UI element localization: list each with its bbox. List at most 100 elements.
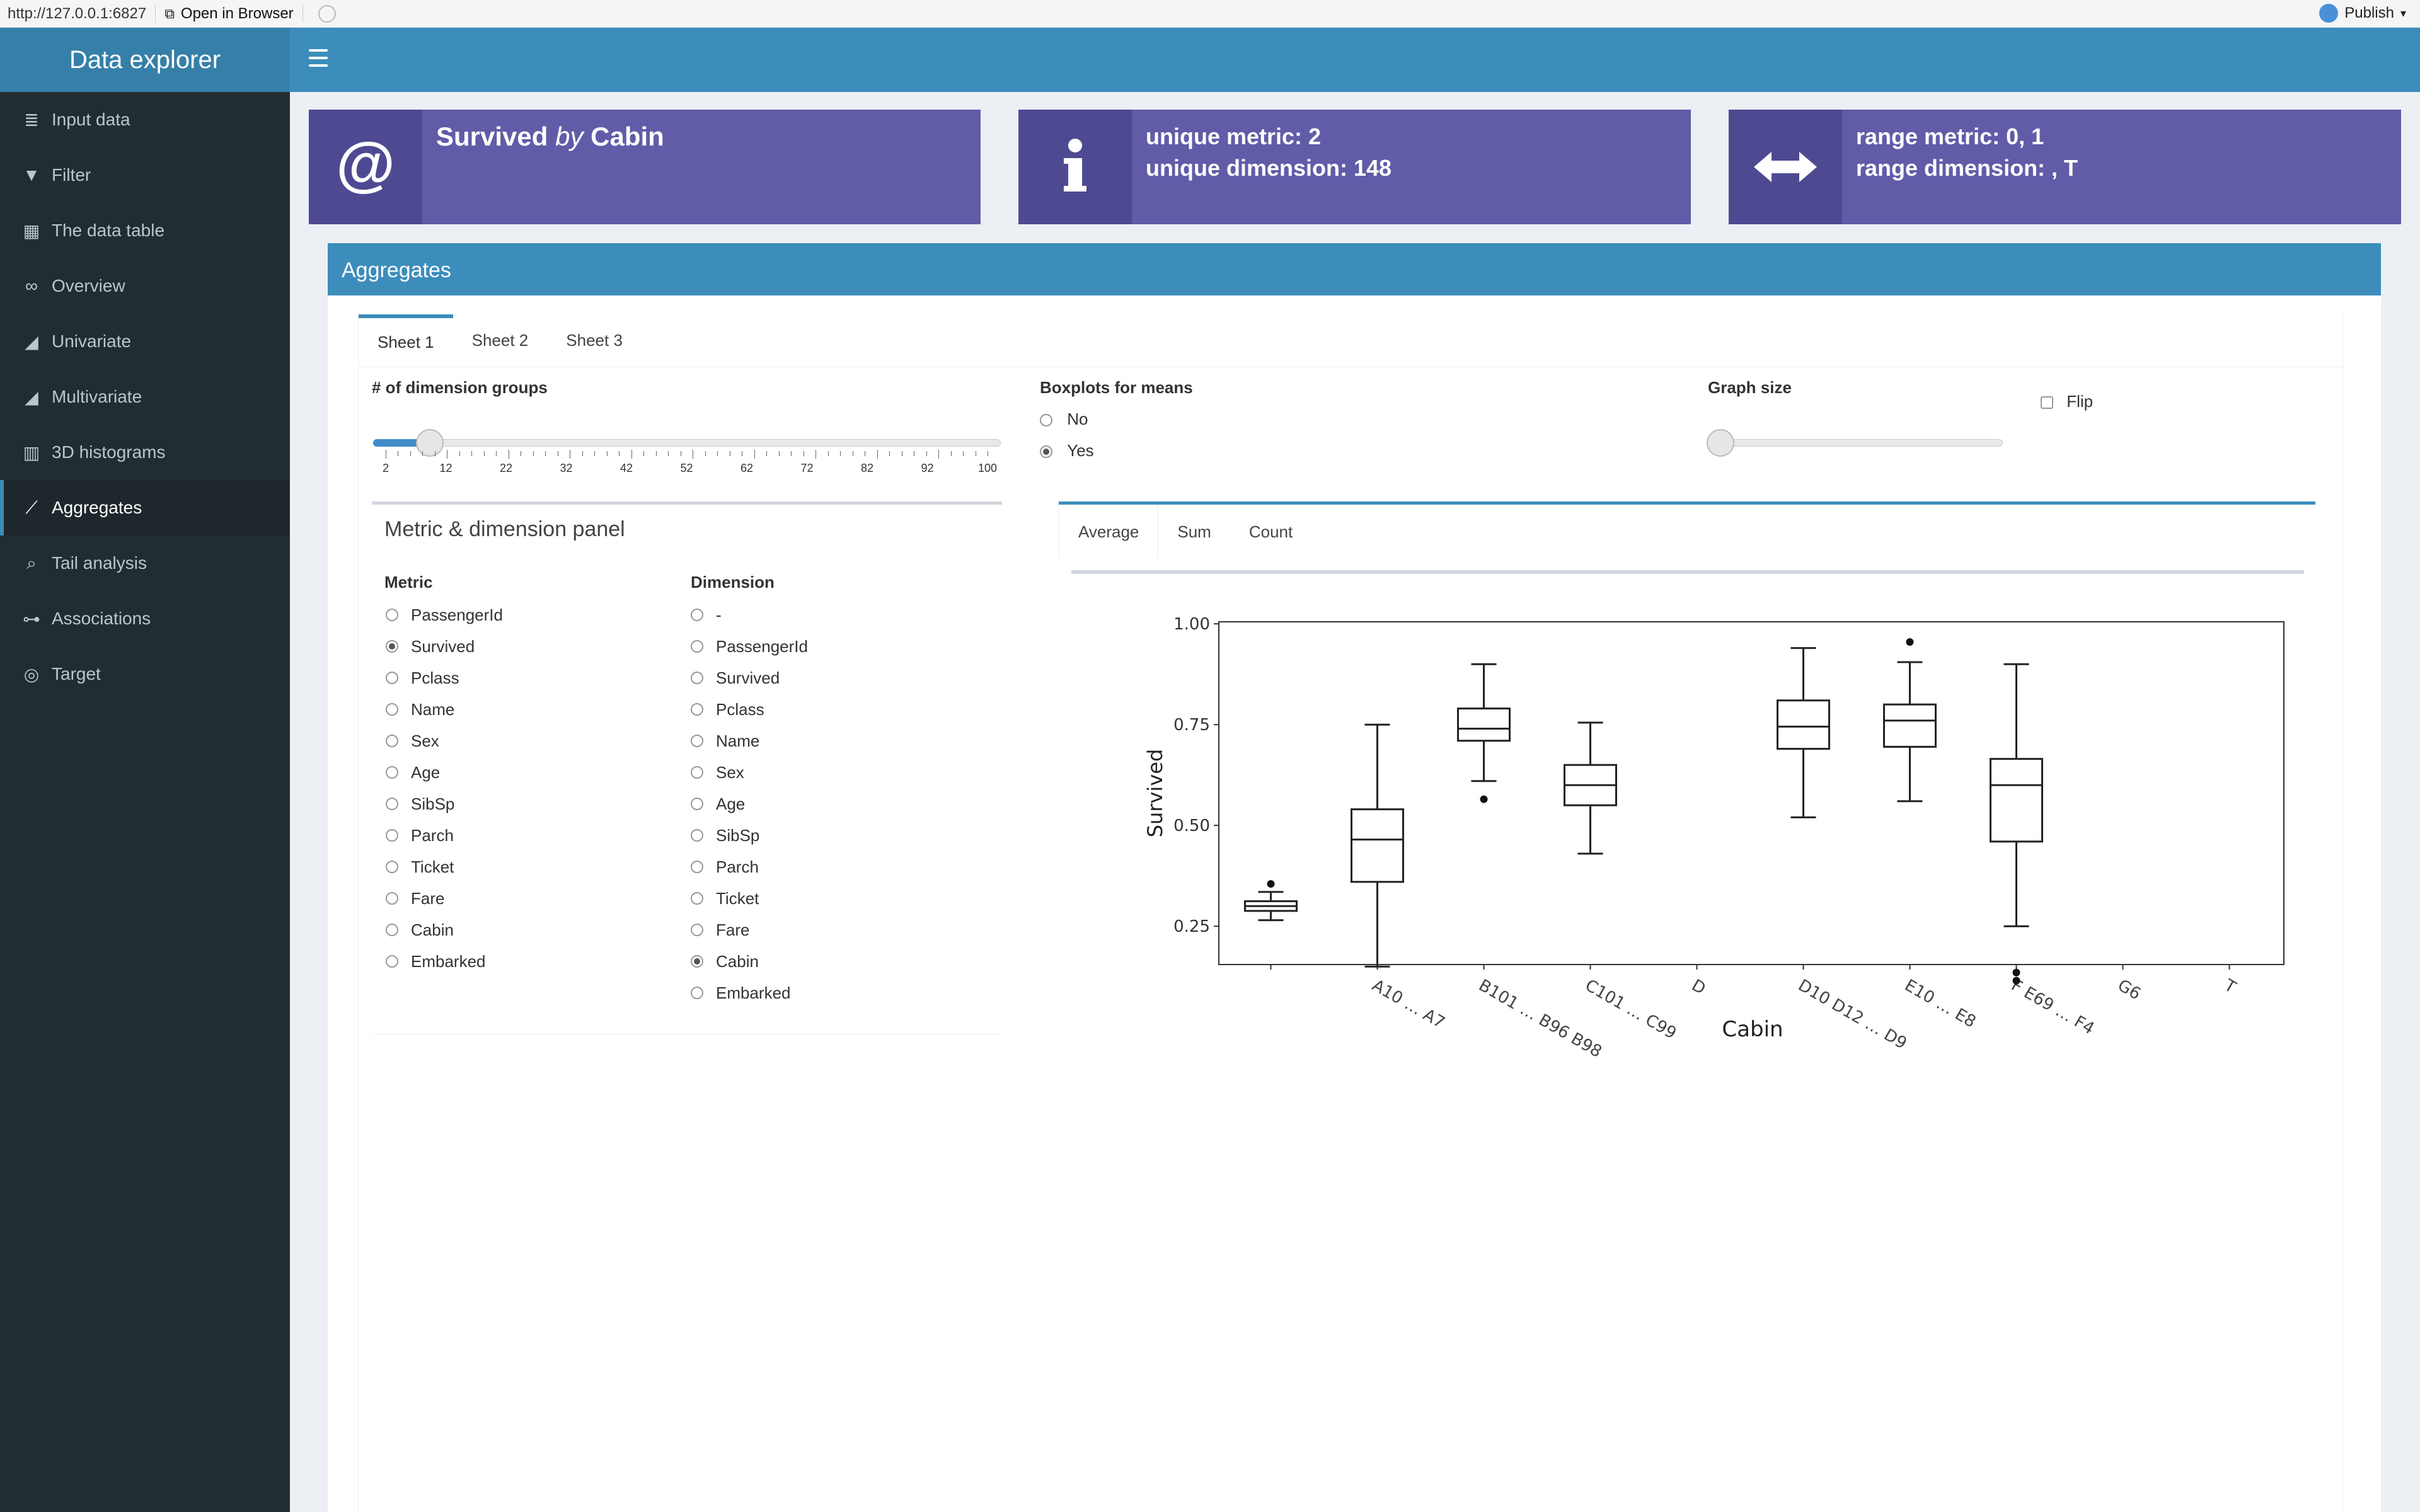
dimension-option[interactable]: Age: [691, 788, 808, 820]
sheet-tabs: Sheet 1 Sheet 2 Sheet 3: [359, 314, 2342, 367]
metric-option[interactable]: PassengerId: [386, 599, 503, 631]
dimension-groups-slider-handle[interactable]: [416, 429, 444, 457]
metric-radio[interactable]: [386, 829, 398, 842]
tab-sheet-1[interactable]: Sheet 1: [359, 314, 453, 367]
slider-tick: [926, 451, 927, 456]
dimension-radio[interactable]: [691, 829, 703, 842]
metric-radio[interactable]: [386, 640, 398, 653]
boxplots-no-radio[interactable]: [1040, 414, 1052, 427]
dimension-option[interactable]: -: [691, 599, 808, 631]
sidebar-item-associations[interactable]: ⊶ Associations: [0, 591, 290, 646]
dimension-radio[interactable]: [691, 955, 703, 968]
metric-option[interactable]: Name: [386, 694, 503, 725]
sidebar-item-tail-analysis[interactable]: ⌕ Tail analysis: [0, 536, 290, 591]
dimension-radio[interactable]: [691, 861, 703, 873]
dimension-option[interactable]: Pclass: [691, 694, 808, 725]
dimension-radio[interactable]: [691, 766, 703, 779]
refresh-icon[interactable]: [318, 4, 336, 23]
metric-radio[interactable]: [386, 892, 398, 905]
sidebar-item-overview[interactable]: ∞ Overview: [0, 258, 290, 314]
metric-radio[interactable]: [386, 861, 398, 873]
slider-tick: [582, 451, 583, 456]
graph-size-slider-track[interactable]: [1709, 439, 2003, 447]
metric-option[interactable]: Ticket: [386, 851, 503, 883]
metric-option[interactable]: Cabin: [386, 914, 503, 946]
metric-option[interactable]: Sex: [386, 725, 503, 757]
dimension-option[interactable]: PassengerId: [691, 631, 808, 662]
open-in-browser-button[interactable]: ⧉ Open in Browser: [164, 5, 293, 23]
metric-option[interactable]: Survived: [386, 631, 503, 662]
dimension-label: Age: [716, 794, 746, 813]
aggregates-body: Sheet 1 Sheet 2 Sheet 3: [358, 314, 2343, 1512]
bar-chart-icon: ▥: [23, 442, 40, 462]
dimension-option[interactable]: Name: [691, 725, 808, 757]
dimension-option[interactable]: Sex: [691, 757, 808, 788]
sidebar-item-input-data[interactable]: ≣ Input data: [0, 92, 290, 147]
dimension-radio[interactable]: [691, 987, 703, 999]
dimension-radio[interactable]: [691, 798, 703, 810]
sidebar-item-the-data-table[interactable]: ▦ The data table: [0, 203, 290, 258]
metric-radio[interactable]: [386, 672, 398, 684]
sidebar-item-label: Univariate: [52, 331, 132, 351]
metric-radio[interactable]: [386, 798, 398, 810]
metric-radio-list: PassengerId Survived Pclass Name Sex Age SibSp…: [386, 599, 503, 977]
tab-sheet-3[interactable]: Sheet 3: [566, 331, 623, 350]
dimension-radio[interactable]: [691, 703, 703, 716]
metric-radio[interactable]: [386, 766, 398, 779]
flip-checkbox[interactable]: [2041, 396, 2053, 410]
info-icon: [1018, 110, 1132, 224]
metric-radio[interactable]: [386, 703, 398, 716]
dimension-option[interactable]: Fare: [691, 914, 808, 946]
flip-option[interactable]: Flip: [2041, 392, 2093, 411]
dimension-radio[interactable]: [691, 640, 703, 653]
metric-radio[interactable]: [386, 735, 398, 747]
dimension-radio[interactable]: [691, 735, 703, 747]
dimension-option[interactable]: Embarked: [691, 977, 808, 1009]
dimension-option[interactable]: Ticket: [691, 883, 808, 914]
publish-label: Publish: [2344, 4, 2394, 21]
sidebar-item-aggregates[interactable]: ⟋ Aggregates: [0, 480, 290, 536]
tab-average[interactable]: Average: [1059, 505, 1159, 559]
sidebar-toggle-icon[interactable]: [309, 49, 328, 67]
flip-label: Flip: [2066, 392, 2094, 411]
search-icon: ⌕: [26, 553, 37, 573]
sidebar-item-3d-histograms[interactable]: ▥ 3D histograms: [0, 425, 290, 480]
dimension-radio[interactable]: [691, 924, 703, 936]
dimension-radio[interactable]: [691, 672, 703, 684]
url-text[interactable]: http://127.0.0.1:6827: [8, 4, 147, 22]
x-tick-label: E10 … E8: [1901, 976, 1979, 1031]
boxplots-yes-option[interactable]: Yes: [1040, 441, 1094, 461]
dimension-radio[interactable]: [691, 609, 703, 621]
sidebar-item-univariate[interactable]: ◢ Univariate: [0, 314, 290, 369]
sidebar-item-label: 3D histograms: [52, 442, 166, 462]
publish-button[interactable]: Publish ▾: [2319, 4, 2406, 23]
metric-option[interactable]: Embarked: [386, 946, 503, 977]
slider-tick: [963, 451, 964, 456]
dimension-radio[interactable]: [691, 892, 703, 905]
boxplots-no-option[interactable]: No: [1040, 410, 1088, 429]
sidebar-item-multivariate[interactable]: ◢ Multivariate: [0, 369, 290, 425]
metric-radio[interactable]: [386, 924, 398, 936]
tab-count[interactable]: Count: [1248, 522, 1293, 541]
dimension-label: PassengerId: [716, 636, 808, 656]
boxplots-yes-radio[interactable]: [1040, 445, 1052, 459]
dimension-option[interactable]: Cabin: [691, 946, 808, 977]
metric-option[interactable]: Pclass: [386, 662, 503, 694]
dimension-option[interactable]: Survived: [691, 662, 808, 694]
metric-option[interactable]: SibSp: [386, 788, 503, 820]
graph-size-slider-handle[interactable]: [1707, 429, 1734, 457]
tab-sheet-2[interactable]: Sheet 2: [471, 331, 529, 350]
sidebar-item-filter[interactable]: ▼ Filter: [0, 147, 290, 203]
tab-sum[interactable]: Sum: [1177, 522, 1211, 541]
app-title[interactable]: Data explorer: [0, 28, 290, 92]
dimension-option[interactable]: Parch: [691, 851, 808, 883]
metric-option[interactable]: Parch: [386, 820, 503, 851]
dimension-option[interactable]: SibSp: [691, 820, 808, 851]
metric-radio[interactable]: [386, 955, 398, 968]
dimension-groups-slider-track[interactable]: [373, 439, 1001, 447]
metric-option[interactable]: Age: [386, 757, 503, 788]
metric-radio[interactable]: [386, 609, 398, 621]
outlier-point: [2012, 968, 2020, 976]
metric-option[interactable]: Fare: [386, 883, 503, 914]
sidebar-item-target[interactable]: ◎ Target: [0, 646, 290, 702]
